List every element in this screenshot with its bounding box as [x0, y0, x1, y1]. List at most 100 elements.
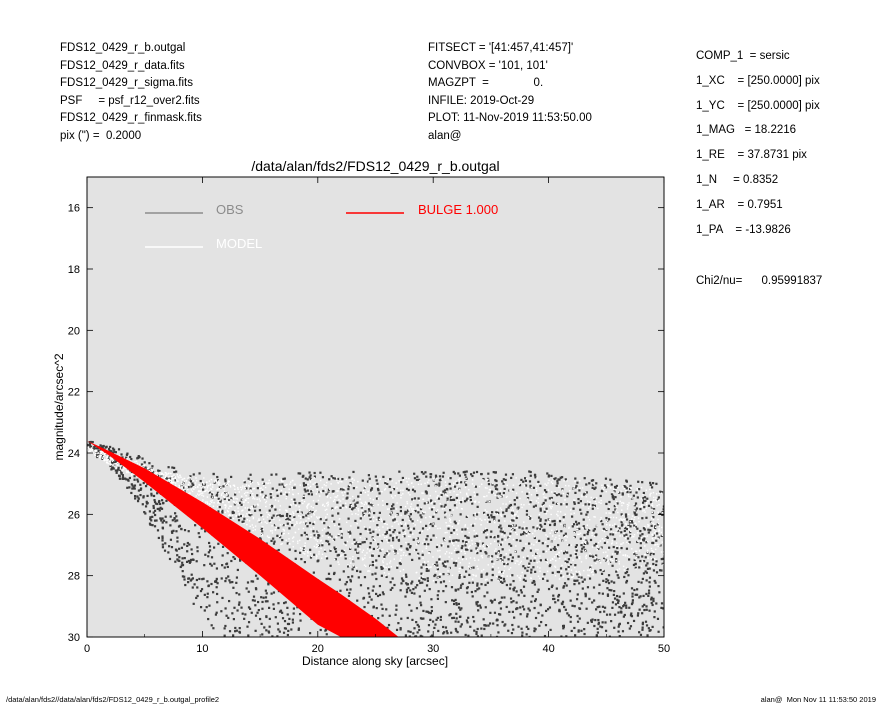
obs-point	[591, 504, 594, 507]
obs-point	[435, 545, 439, 549]
model-point	[339, 517, 341, 520]
model-point	[168, 478, 171, 481]
obs-point	[475, 513, 479, 516]
model-point	[299, 522, 301, 524]
obs-point	[375, 592, 378, 596]
obs-point	[277, 526, 280, 530]
obs-point	[444, 503, 447, 507]
model-point	[310, 536, 312, 538]
obs-point	[464, 473, 467, 476]
obs-point	[610, 589, 613, 592]
obs-point	[441, 475, 445, 478]
obs-point	[455, 617, 458, 620]
obs-point	[546, 472, 549, 475]
model-point	[481, 570, 483, 572]
model-point	[458, 480, 461, 482]
model-point	[274, 529, 277, 531]
obs-point	[606, 587, 609, 590]
model-point	[441, 543, 444, 545]
model-point	[392, 488, 394, 491]
model-point	[527, 516, 530, 519]
model-point	[195, 495, 197, 497]
obs-point	[385, 531, 388, 535]
obs-point	[418, 595, 421, 598]
model-point	[376, 484, 379, 487]
obs-point	[654, 527, 657, 530]
obs-point	[317, 559, 320, 562]
model-point	[293, 525, 295, 527]
x-tick-label: 10	[196, 643, 208, 655]
model-point	[622, 535, 624, 537]
obs-point	[115, 471, 118, 474]
obs-point	[608, 588, 611, 592]
model-point	[558, 578, 561, 580]
obs-point	[442, 589, 445, 593]
model-point	[490, 542, 492, 545]
model-point	[471, 479, 474, 481]
model-point	[585, 554, 588, 557]
obs-point	[126, 452, 129, 455]
model-point	[564, 484, 567, 487]
model-point	[202, 485, 204, 488]
obs-point	[268, 606, 271, 609]
obs-point	[546, 579, 549, 582]
obs-point	[198, 472, 201, 475]
model-point	[391, 480, 393, 482]
model-point	[647, 557, 649, 559]
model-point	[510, 531, 512, 533]
model-point	[439, 573, 441, 576]
model-point	[655, 544, 657, 546]
model-point	[647, 525, 649, 528]
chart-title: /data/alan/fds2/FDS12_0429_r_b.outgal	[251, 158, 500, 174]
model-point	[640, 498, 643, 500]
model-point	[453, 482, 455, 484]
model-point	[345, 505, 347, 508]
obs-point	[459, 608, 462, 611]
model-point	[202, 482, 205, 484]
obs-point	[429, 522, 432, 526]
obs-point	[97, 449, 100, 452]
model-point	[116, 461, 119, 464]
model-point	[102, 451, 104, 453]
obs-point	[371, 589, 374, 592]
obs-point	[501, 620, 504, 624]
obs-point	[456, 631, 459, 634]
model-point	[642, 494, 644, 496]
model-point	[288, 538, 290, 540]
obs-point	[174, 560, 177, 563]
model-point	[312, 526, 315, 529]
model-point	[111, 460, 114, 462]
model-point	[579, 487, 581, 489]
obs-point	[170, 530, 174, 533]
model-point	[451, 497, 453, 499]
model-point	[618, 519, 621, 521]
y-tick-label: 20	[68, 325, 80, 337]
model-point	[90, 448, 93, 450]
model-point	[219, 502, 221, 504]
model-point	[261, 526, 263, 528]
obs-point	[421, 553, 424, 556]
model-point	[280, 489, 283, 492]
model-point	[488, 556, 490, 558]
model-point	[658, 492, 660, 494]
obs-point	[461, 540, 465, 543]
model-point	[436, 496, 438, 499]
obs-point	[629, 525, 632, 528]
model-point	[402, 493, 404, 495]
obs-point	[575, 523, 579, 526]
obs-point	[649, 481, 652, 484]
model-point	[444, 481, 447, 483]
model-point	[570, 576, 573, 579]
model-point	[385, 539, 388, 541]
obs-point	[128, 476, 132, 480]
model-point	[544, 577, 546, 580]
model-point	[586, 524, 588, 526]
obs-point	[233, 503, 237, 506]
model-point	[326, 502, 328, 505]
obs-point	[149, 517, 152, 521]
model-point	[390, 566, 392, 568]
obs-point	[476, 627, 479, 631]
model-point	[482, 543, 485, 546]
model-point	[657, 537, 659, 540]
obs-point	[480, 583, 483, 586]
